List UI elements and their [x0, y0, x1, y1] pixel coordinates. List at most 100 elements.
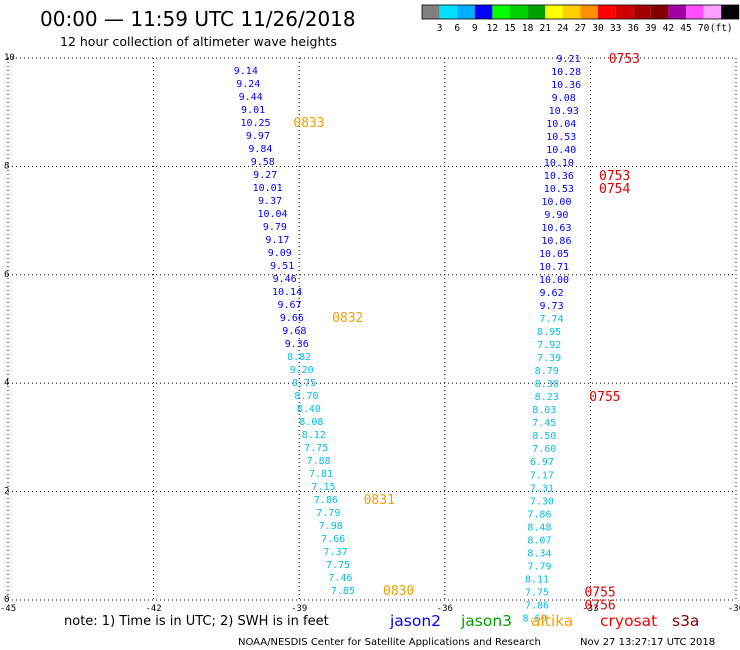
y-tick-labels: 0 2 4 6 8 10: [4, 53, 15, 605]
scale-swatch: [703, 5, 722, 19]
wave-height-label: 9.51: [270, 261, 294, 272]
wave-height-label: 9.62: [540, 288, 564, 299]
pass-time-label: 0832: [332, 311, 363, 326]
scale-frame: [421, 4, 740, 20]
wave-height-label: 9.46: [273, 274, 297, 285]
scale-swatch: [422, 5, 440, 19]
wave-height-label: 10.14: [272, 287, 302, 298]
wave-height-label: 7.81: [309, 469, 333, 480]
wave-height-label: 9.90: [544, 210, 568, 221]
footer-timestamp: Nov 27 13:27:17 UTC 2018: [580, 637, 715, 648]
wave-height-label: 10.93: [549, 106, 579, 117]
y-tick-label: 8: [4, 161, 9, 171]
scale-swatch: [545, 5, 563, 19]
wave-height-label: 7.88: [307, 456, 331, 467]
wave-height-label: 7.86: [527, 509, 551, 520]
x-tick-label: -36: [437, 604, 453, 614]
x-tick-label: -33: [582, 604, 598, 614]
scale-label: 45: [680, 23, 691, 34]
scale-swatch: [492, 5, 510, 19]
scale-label: 30: [592, 23, 604, 34]
wave-height-label: 7.92: [537, 340, 561, 351]
data-labels: 9.14 9.24 9.44 9.01 10.25 9.97 9.84 9.58 9.27 10.…: [234, 54, 581, 624]
scale-label: (ft): [710, 23, 733, 34]
wave-height-label: 7.17: [530, 470, 554, 481]
wave-height-label: 10.28: [551, 67, 581, 78]
scale-swatch: [439, 5, 458, 19]
wave-height-label: 8.95: [537, 327, 561, 338]
satellite-legend: jason2 jason3 altika cryosat s3a: [389, 612, 699, 630]
wave-height-label: 10.00: [541, 197, 571, 208]
wave-height-label: 9.97: [246, 131, 270, 142]
scale-label: 15: [504, 23, 515, 34]
scale-label: 24: [557, 23, 569, 34]
scale-swatch: [598, 5, 616, 19]
scale-swatch: [615, 5, 634, 19]
wave-height-label: 7.39: [537, 353, 561, 364]
y-tick-label: 2: [4, 487, 9, 497]
wave-height-label: 8.70: [294, 391, 318, 402]
scale-label: 21: [539, 23, 551, 34]
legend-entry: jason2: [389, 612, 441, 630]
color-scale-labels: 3 6 9 12 15 18 21 24 27 30 33 36 39 42 45 70 (ft): [437, 23, 733, 34]
wave-height-label: 10.63: [541, 223, 571, 234]
pass-time-label: 0831: [364, 493, 395, 508]
pass-time-label: 0755: [584, 585, 615, 600]
scale-swatch: [457, 5, 475, 19]
scale-swatch: [721, 5, 739, 19]
scale-swatch: [510, 5, 528, 19]
wave-height-label: 9.79: [263, 222, 287, 233]
color-scale-bar: [421, 4, 740, 20]
pass-time-label: 0754: [599, 182, 630, 197]
legend-entry: s3a: [672, 612, 699, 630]
scale-swatch: [527, 5, 546, 19]
wave-height-label: 8.08: [299, 417, 323, 428]
wave-height-label: 9.20: [290, 365, 314, 376]
wave-height-label: 8.12: [302, 430, 326, 441]
y-tick-label: 0: [4, 595, 9, 605]
scale-label: 9: [472, 23, 478, 34]
wave-height-label: 7.15: [311, 482, 335, 493]
pass-time-label: 0756: [584, 598, 615, 613]
scale-label: 6: [454, 23, 460, 34]
wave-height-label: 10.00: [539, 275, 569, 286]
scale-label: 33: [610, 23, 621, 34]
legend-entry: cryosat: [600, 612, 657, 630]
wave-height-label: 10.40: [546, 145, 576, 156]
wave-height-label: 9.66: [280, 313, 304, 324]
wave-height-label: 10.71: [539, 262, 569, 273]
wave-height-label: 9.09: [268, 248, 292, 259]
pass-time-label: 0755: [589, 390, 620, 405]
wave-height-label: 8.79: [535, 366, 559, 377]
wave-height-label: 8.40: [297, 404, 321, 415]
wave-height-label: 10.53: [546, 132, 576, 143]
wave-height-label: 9.37: [258, 196, 282, 207]
wave-height-label: 8.03: [532, 405, 556, 416]
wave-height-label: 10.36: [544, 171, 574, 182]
wave-height-label: 8.60: [523, 613, 547, 624]
wave-height-label: 7.86: [314, 495, 338, 506]
wave-height-label: 7.45: [532, 418, 556, 429]
y-tick-label: 10: [4, 53, 15, 63]
scale-swatch: [668, 5, 686, 19]
wave-height-label: 9.73: [540, 301, 564, 312]
pass-time-label: 0833: [293, 116, 324, 131]
wave-height-label: 9.27: [253, 170, 277, 181]
wave-height-label: 7.79: [527, 561, 551, 572]
wave-height-label: 7.30: [530, 496, 554, 507]
scale-label: 18: [522, 23, 534, 34]
wave-height-label: 9.36: [285, 339, 309, 350]
scale-swatch: [633, 5, 651, 19]
wave-height-label: 8.48: [527, 522, 551, 533]
y-tick-label: 4: [4, 378, 9, 388]
wave-height-label: 7.46: [328, 573, 352, 584]
scale-label: 36: [627, 23, 639, 34]
wave-height-label: 10.86: [541, 236, 571, 247]
wave-height-label: 7.75: [304, 443, 328, 454]
wave-height-label: 7.60: [532, 444, 556, 455]
wave-height-label: 9.17: [265, 235, 289, 246]
wave-height-label: 7.66: [321, 534, 345, 545]
y-tick-label: 6: [4, 270, 9, 280]
